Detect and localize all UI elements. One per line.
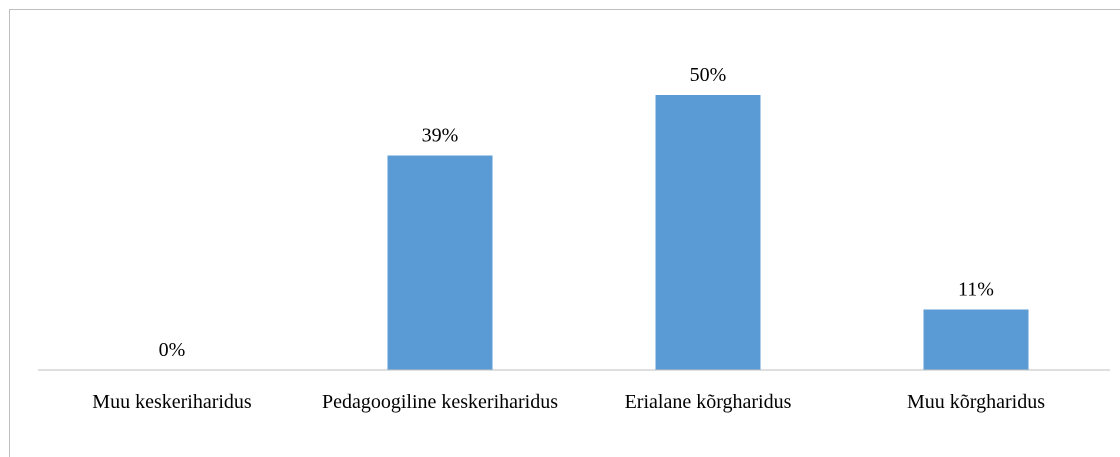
chart-frame xyxy=(9,9,1120,457)
value-label: 39% xyxy=(422,125,459,147)
value-label: 50% xyxy=(690,64,727,86)
bar xyxy=(655,95,761,370)
value-label: 0% xyxy=(159,339,186,361)
bar xyxy=(387,155,493,370)
x-tick-label: Erialane kõrgharidus xyxy=(624,391,792,413)
x-tick-label: Muu keskeriharidus xyxy=(92,391,252,413)
x-tick-label: Muu kõrgharidus xyxy=(907,391,1045,413)
value-label: 11% xyxy=(958,279,994,301)
bar xyxy=(923,309,1029,370)
x-tick-label: Pedagoogiline keskeriharidus xyxy=(321,391,559,413)
